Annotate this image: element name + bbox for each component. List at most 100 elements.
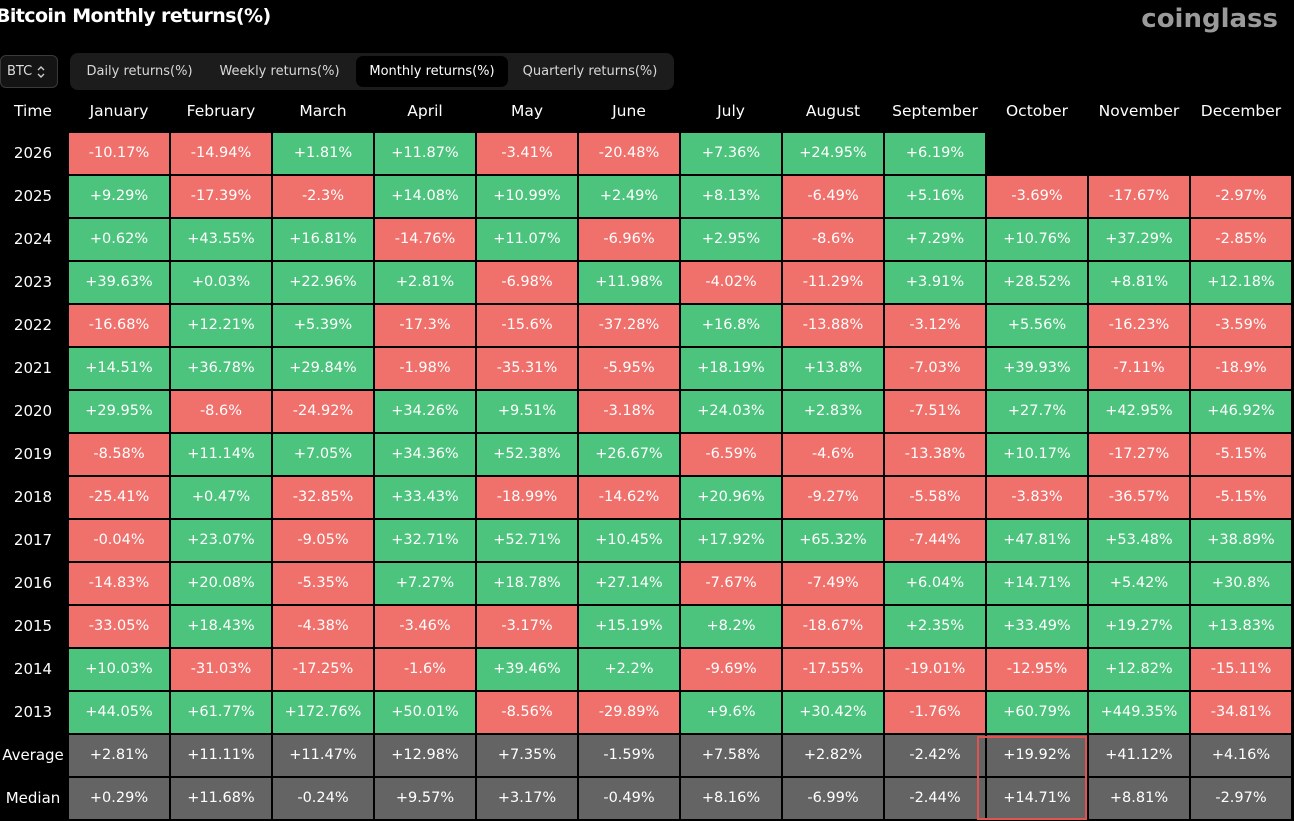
return-cell: -4.38% bbox=[273, 606, 373, 647]
return-cell: -37.28% bbox=[579, 305, 679, 346]
return-cell: -14.83% bbox=[69, 563, 169, 604]
return-cell: +60.79% bbox=[987, 692, 1087, 733]
return-cell: +17.92% bbox=[681, 520, 781, 561]
return-cell: -17.3% bbox=[375, 305, 475, 346]
return-cell: -1.98% bbox=[375, 348, 475, 389]
return-cell: +46.92% bbox=[1191, 391, 1291, 432]
return-cell: +449.35% bbox=[1089, 692, 1189, 733]
row-label: 2015 bbox=[13, 617, 53, 635]
return-cell: -17.27% bbox=[1089, 434, 1189, 475]
row-label: 2020 bbox=[13, 402, 53, 420]
return-cell: +11.14% bbox=[171, 434, 271, 475]
tab-daily-returns[interactable]: Daily returns(%) bbox=[86, 64, 193, 79]
return-cell: +9.6% bbox=[681, 692, 781, 733]
return-cell: +65.32% bbox=[783, 520, 883, 561]
return-cell: +11.87% bbox=[375, 133, 475, 174]
return-cell: +38.89% bbox=[1191, 520, 1291, 561]
stat-cell: +2.81% bbox=[69, 735, 169, 776]
return-cell: +8.13% bbox=[681, 176, 781, 217]
coin-select[interactable]: BTC bbox=[0, 55, 58, 88]
return-cell: -5.15% bbox=[1191, 434, 1291, 475]
stat-cell: +14.71% bbox=[987, 778, 1087, 819]
stat-cell: +4.16% bbox=[1191, 735, 1291, 776]
return-cell: -7.03% bbox=[885, 348, 985, 389]
return-cell: +12.21% bbox=[171, 305, 271, 346]
return-cell: +27.14% bbox=[579, 563, 679, 604]
stat-cell: +8.16% bbox=[681, 778, 781, 819]
return-cell: +24.95% bbox=[783, 133, 883, 174]
table-row: 2024 +0.62% +43.55% +16.81% -14.76% +11.07% -6… bbox=[0, 219, 1294, 262]
return-cell: +6.19% bbox=[885, 133, 985, 174]
return-cell: +42.95% bbox=[1089, 391, 1189, 432]
return-cell: +52.71% bbox=[477, 520, 577, 561]
return-cell: +14.08% bbox=[375, 176, 475, 217]
return-cell: -2.85% bbox=[1191, 219, 1291, 260]
return-cell: -17.55% bbox=[783, 649, 883, 690]
table-row: 2015 -33.05% +18.43% -4.38% -3.46% -3.17% +15.… bbox=[0, 606, 1294, 649]
return-cell: -17.67% bbox=[1089, 176, 1189, 217]
return-cell: +5.16% bbox=[885, 176, 985, 217]
stat-row: Median +0.29% +11.68% -0.24% +9.57% +3.17% -0.… bbox=[0, 778, 1294, 821]
tab-quarterly-returns[interactable]: Quarterly returns(%) bbox=[522, 64, 658, 79]
return-cell: +44.05% bbox=[69, 692, 169, 733]
row-label: 2025 bbox=[13, 187, 53, 205]
return-cell: -16.68% bbox=[69, 305, 169, 346]
return-cell: +39.46% bbox=[477, 649, 577, 690]
return-cell: -9.69% bbox=[681, 649, 781, 690]
return-cell: -3.17% bbox=[477, 606, 577, 647]
return-cell: -3.59% bbox=[1191, 305, 1291, 346]
return-cell: +33.43% bbox=[375, 477, 475, 518]
return-cell: -3.83% bbox=[987, 477, 1087, 518]
tab-weekly-returns[interactable]: Weekly returns(%) bbox=[219, 64, 340, 79]
table-row: 2026 -10.17% -14.94% +1.81% +11.87% -3.41% -20… bbox=[0, 133, 1294, 176]
return-cell: +50.01% bbox=[375, 692, 475, 733]
return-cell: -33.05% bbox=[69, 606, 169, 647]
stat-cell: -2.44% bbox=[885, 778, 985, 819]
return-cell: +2.83% bbox=[783, 391, 883, 432]
return-cell: -3.69% bbox=[987, 176, 1087, 217]
return-cell: -29.89% bbox=[579, 692, 679, 733]
coinglass-logo: coinglass bbox=[1141, 4, 1278, 34]
table-row: 2020 +29.95% -8.6% -24.92% +34.26% +9.51% -3.1… bbox=[0, 391, 1294, 434]
tab-monthly-returns[interactable]: Monthly returns(%) bbox=[356, 56, 508, 87]
return-cell: -18.99% bbox=[477, 477, 577, 518]
stat-cell: +8.81% bbox=[1089, 778, 1189, 819]
return-cell: +2.35% bbox=[885, 606, 985, 647]
return-cell: -8.6% bbox=[783, 219, 883, 260]
return-cell: +18.78% bbox=[477, 563, 577, 604]
stat-cell: +9.57% bbox=[375, 778, 475, 819]
returns-tabs: Daily returns(%) Weekly returns(%) Month… bbox=[70, 53, 674, 90]
return-cell: +1.81% bbox=[273, 133, 373, 174]
return-cell: -6.59% bbox=[681, 434, 781, 475]
return-cell: +2.95% bbox=[681, 219, 781, 260]
table-row: 2021 +14.51% +36.78% +29.84% -1.98% -35.31% -5… bbox=[0, 348, 1294, 391]
return-cell: +52.38% bbox=[477, 434, 577, 475]
return-cell: +11.07% bbox=[477, 219, 577, 260]
return-cell: -18.9% bbox=[1191, 348, 1291, 389]
return-cell: +23.07% bbox=[171, 520, 271, 561]
return-cell: -1.76% bbox=[885, 692, 985, 733]
return-cell: -17.25% bbox=[273, 649, 373, 690]
return-cell: -5.58% bbox=[885, 477, 985, 518]
row-label: Median bbox=[5, 789, 61, 807]
row-label: 2021 bbox=[13, 359, 53, 377]
return-cell: +39.93% bbox=[987, 348, 1087, 389]
return-cell: +3.91% bbox=[885, 262, 985, 303]
stat-cell: +3.17% bbox=[477, 778, 577, 819]
return-cell: -10.17% bbox=[69, 133, 169, 174]
return-cell: -3.18% bbox=[579, 391, 679, 432]
stat-cell: +19.92% bbox=[987, 735, 1087, 776]
table-row: 2014 +10.03% -31.03% -17.25% -1.6% +39.46% +2.… bbox=[0, 649, 1294, 692]
return-cell: +15.19% bbox=[579, 606, 679, 647]
return-cell: -36.57% bbox=[1089, 477, 1189, 518]
return-cell: -15.11% bbox=[1191, 649, 1291, 690]
return-cell: -8.6% bbox=[171, 391, 271, 432]
return-cell: -5.95% bbox=[579, 348, 679, 389]
month-header-november: November bbox=[1098, 102, 1180, 120]
return-cell: +10.17% bbox=[987, 434, 1087, 475]
stat-row: Average +2.81% +11.11% +11.47% +12.98% +7.35%… bbox=[0, 735, 1294, 778]
return-cell: -31.03% bbox=[171, 649, 271, 690]
return-cell: -24.92% bbox=[273, 391, 373, 432]
month-header-january: January bbox=[89, 102, 149, 120]
return-cell: -8.58% bbox=[69, 434, 169, 475]
